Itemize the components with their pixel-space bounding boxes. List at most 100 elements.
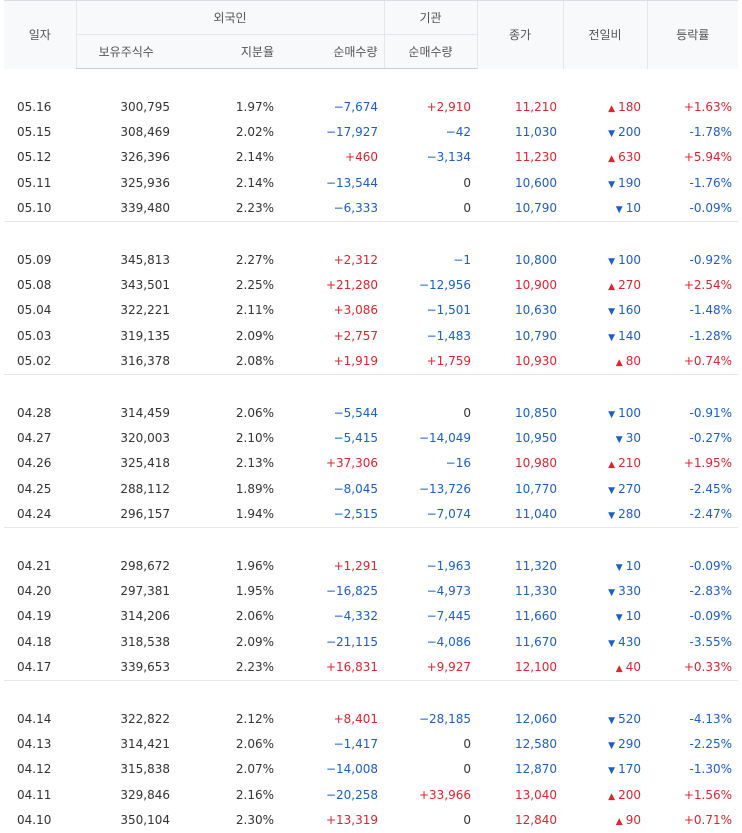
table-row: 05.15 308,469 2.02% −17,927 −42 11,030 ▼ 200 -1.…	[4, 119, 738, 144]
foreign-net-qty-cell: +1,291	[333, 558, 378, 573]
table-row: 04.27 320,003 2.10% −5,415 −14,049 10,950 ▼ 30 -…	[4, 425, 738, 450]
foreign-net-qty-cell: +16,831	[325, 660, 378, 675]
holding-ratio-cell: 2.14%	[235, 150, 274, 165]
inst-net-qty-cell: +1,759	[426, 354, 471, 369]
holding-ratio-cell: 2.13%	[235, 456, 274, 471]
shares-held-cell: 297,381	[120, 583, 170, 598]
change-cell: ▼ 10	[563, 196, 647, 222]
investor-trading-table: 일자 외국인 기관 종가 전일비 등락률 보유주식수 지분율 순매수량 순매수량…	[4, 0, 738, 833]
close-price-cell: 11,040	[515, 507, 557, 522]
close-price-cell: 10,980	[515, 456, 557, 471]
triangle-up-icon: ▲	[608, 282, 616, 293]
change-rate-cell: -1.48%	[689, 303, 732, 318]
inst-net-qty-cell: −1,483	[426, 328, 471, 343]
shares-held-cell: 325,418	[120, 456, 170, 471]
table-row: 05.02 316,378 2.08% +1,919 +1,759 10,930 ▲ 80 +0…	[4, 349, 738, 375]
table-row: 05.09 345,813 2.27% +2,312 −1 10,800 ▼ 100 -0.92…	[4, 247, 738, 272]
change-cell: ▼ 30	[563, 425, 647, 450]
triangle-down-icon: ▼	[608, 587, 616, 598]
change-rate-cell: -0.09%	[689, 201, 732, 216]
table-row: 04.11 329,846 2.16% −20,258 +33,966 13,040 ▲ 20…	[4, 782, 738, 807]
close-price-cell: 10,770	[515, 481, 557, 496]
table-body: 05.16 300,795 1.97% −7,674 +2,910 11,210 ▲ 180 +…	[4, 69, 738, 833]
change-cell: ▼ 270	[563, 476, 647, 501]
inst-net-qty-cell: −4,086	[426, 634, 471, 649]
change-cell: ▲ 180	[563, 94, 647, 119]
change-value: 270	[618, 481, 641, 496]
foreign-net-qty-cell: +8,401	[333, 711, 378, 726]
holding-ratio-cell: 2.25%	[235, 278, 274, 293]
change-rate-cell: -1.30%	[689, 762, 732, 777]
holding-ratio-cell: 2.30%	[235, 813, 274, 828]
table-row: 04.19 314,206 2.06% −4,332 −7,445 11,660 ▼ 10 -0…	[4, 604, 738, 629]
triangle-down-icon: ▼	[608, 307, 616, 318]
date-cell: 05.15	[17, 125, 52, 140]
triangle-down-icon: ▼	[608, 638, 616, 649]
header-date: 일자	[4, 0, 76, 69]
triangle-up-icon: ▲	[608, 791, 616, 802]
change-cell: ▲ 270	[563, 272, 647, 297]
date-cell: 04.25	[17, 481, 52, 496]
table-row: 05.04 322,221 2.11% +3,086 −1,501 10,630 ▼ 160 -…	[4, 298, 738, 323]
inst-net-qty-cell: −12,956	[418, 278, 471, 293]
table-row: 04.12 315,838 2.07% −14,008 0 12,870 ▼ 170 -1.30…	[4, 757, 738, 782]
change-value: 210	[618, 456, 641, 471]
foreign-net-qty-cell: −13,544	[325, 175, 378, 190]
table-row: 04.18 318,538 2.09% −21,115 −4,086 11,670 ▼ 430…	[4, 629, 738, 654]
table-row: 05.03 319,135 2.09% +2,757 −1,483 10,790 ▼ 140 -…	[4, 323, 738, 348]
table-row: 05.11 325,936 2.14% −13,544 0 10,600 ▼ 190 -1.76…	[4, 170, 738, 195]
table-row: 04.24 296,157 1.94% −2,515 −7,074 11,040 ▼ 280 -…	[4, 501, 738, 527]
table-row: 05.10 339,480 2.23% −6,333 0 10,790 ▼ 10 -0.09%	[4, 196, 738, 222]
date-cell: 04.11	[17, 787, 52, 802]
holding-ratio-cell: 2.06%	[235, 609, 274, 624]
triangle-down-icon: ▼	[608, 511, 616, 522]
shares-held-cell: 315,838	[120, 762, 170, 777]
inst-net-qty-cell: −1	[453, 252, 471, 267]
holding-ratio-cell: 2.11%	[235, 303, 274, 318]
header-shares-held: 보유주식수	[75, 34, 176, 69]
inst-net-qty-cell: 0	[463, 736, 471, 751]
change-value: 180	[618, 99, 641, 114]
triangle-up-icon: ▲	[615, 817, 623, 828]
table-row: 04.13 314,421 2.06% −1,417 0 12,580 ▼ 290 -2.25%	[4, 731, 738, 756]
change-rate-cell: -3.55%	[689, 634, 732, 649]
header-foreign: 외국인	[75, 0, 384, 35]
change-value: 10	[625, 609, 641, 624]
triangle-up-icon: ▲	[608, 154, 616, 165]
change-cell: ▲ 90	[563, 807, 647, 832]
shares-held-cell: 308,469	[120, 125, 170, 140]
holding-ratio-cell: 2.12%	[235, 711, 274, 726]
date-cell: 04.24	[17, 507, 52, 522]
inst-net-qty-cell: +2,910	[426, 99, 471, 114]
date-cell: 04.19	[17, 609, 52, 624]
change-value: 170	[618, 762, 641, 777]
change-value: 10	[625, 201, 641, 216]
close-price-cell: 11,210	[515, 99, 557, 114]
inst-net-qty-cell: −1,501	[426, 303, 471, 318]
change-rate-cell: -0.09%	[689, 609, 732, 624]
holding-ratio-cell: 2.07%	[235, 762, 274, 777]
change-cell: ▼ 520	[563, 706, 647, 731]
date-cell: 04.10	[17, 813, 52, 828]
holding-ratio-cell: 1.89%	[235, 481, 274, 496]
header-institution: 기관	[383, 0, 477, 35]
foreign-net-qty-cell: −21,115	[325, 634, 378, 649]
change-value: 80	[625, 354, 641, 369]
shares-held-cell: 316,378	[120, 354, 170, 369]
shares-held-cell: 288,112	[120, 481, 170, 496]
change-rate-cell: +2.54%	[683, 278, 732, 293]
holding-ratio-cell: 2.23%	[235, 201, 274, 216]
inst-net-qty-cell: −28,185	[418, 711, 471, 726]
change-cell: ▼ 280	[563, 501, 647, 527]
change-value: 280	[618, 507, 641, 522]
close-price-cell: 12,580	[515, 736, 557, 751]
triangle-up-icon: ▲	[615, 358, 623, 369]
shares-held-cell: 318,538	[120, 634, 170, 649]
change-value: 200	[618, 787, 641, 802]
date-cell: 05.08	[17, 278, 52, 293]
change-value: 90	[625, 813, 641, 828]
foreign-net-qty-cell: +37,306	[325, 456, 378, 471]
close-price-cell: 10,790	[515, 201, 557, 216]
holding-ratio-cell: 2.23%	[235, 660, 274, 675]
change-cell: ▼ 100	[563, 400, 647, 425]
